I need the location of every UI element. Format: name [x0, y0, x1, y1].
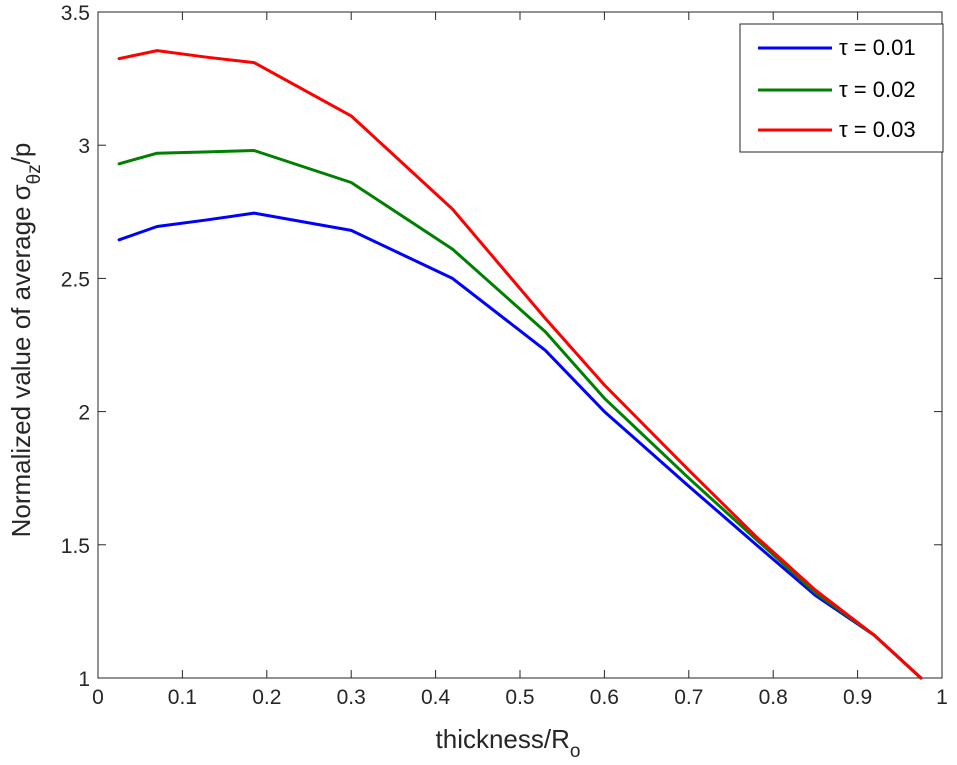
- legend-label-3: τ = 0.03: [839, 117, 916, 142]
- series-layer: [117, 49, 923, 680]
- x-tick-label: 0.9: [843, 686, 872, 709]
- y-axis-label: Normalized value of averageσθz/p: [6, 143, 45, 538]
- legend: τ = 0.01 τ = 0.02 τ = 0.03: [739, 23, 944, 153]
- x-tick-label: 0.1: [168, 686, 197, 709]
- y-axis-label-subscript: θz: [24, 164, 45, 184]
- x-axis-label-subscript: o: [570, 741, 581, 762]
- x-tick-label: 0.4: [421, 686, 451, 709]
- series-line-1: [117, 211, 923, 680]
- x-tick-label: 0.6: [590, 686, 619, 709]
- legend-label-1: τ = 0.01: [839, 35, 916, 60]
- x-tick-label: 0.3: [337, 686, 366, 709]
- y-tick-label: 3: [78, 135, 90, 158]
- y-tick-label: 2: [78, 402, 90, 425]
- series-line-3: [117, 49, 923, 680]
- legend-label-2: τ = 0.02: [839, 77, 916, 102]
- x-axis-label: thickness/Ro: [436, 724, 581, 762]
- y-tick-label: 1.5: [61, 535, 90, 558]
- x-tick-label: 0.7: [674, 686, 703, 709]
- x-tick-label: 0.5: [505, 686, 534, 709]
- series-line-2: [117, 149, 923, 680]
- y-tick-label: 2.5: [61, 268, 90, 291]
- x-tick-label: 0.2: [252, 686, 281, 709]
- x-tick-label: 1: [936, 686, 948, 709]
- ticks-layer: 0 0.1 0.2 0.3 0.4 0.5 0.6 0.7 0.8 0.9 1 1 1.5 2 2.5 3 3.…: [61, 2, 948, 709]
- x-tick-label: 0.8: [759, 686, 788, 709]
- y-tick-label: 3.5: [61, 2, 90, 25]
- y-tick-label: 1: [78, 668, 90, 691]
- x-tick-label: 0: [92, 686, 104, 709]
